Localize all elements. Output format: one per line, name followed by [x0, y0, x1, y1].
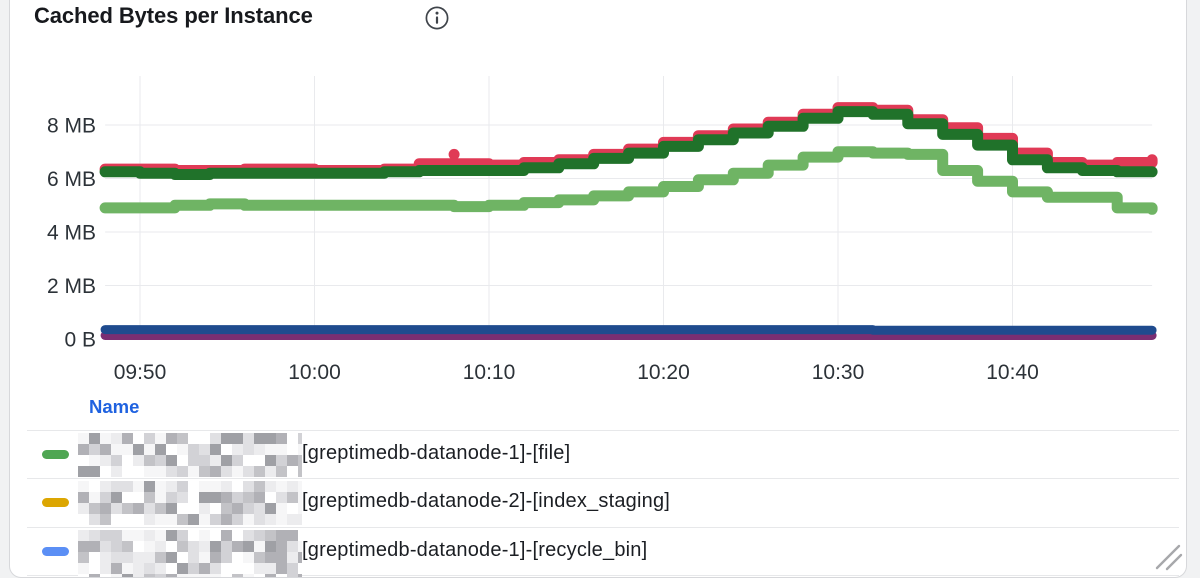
x-axis-tick-label: 10:30 — [812, 361, 865, 384]
legend-divider — [27, 478, 1179, 479]
legend-row-index-staging[interactable]: [greptimedb-datanode-2]-[index_staging] — [10, 479, 1186, 527]
series-label: [greptimedb-datanode-1]-[file] — [302, 442, 571, 464]
navy-series — [100, 325, 1157, 335]
legend-divider — [27, 575, 1179, 576]
x-axis-tick-label: 10:00 — [288, 361, 341, 384]
x-axis-tick-label: 10:20 — [637, 361, 690, 384]
y-axis-tick-label: 0 B — [64, 329, 96, 352]
redacted-text — [78, 433, 302, 477]
outlier-point — [448, 148, 460, 160]
redacted-text — [78, 530, 302, 577]
series-label: [greptimedb-datanode-1]-[recycle_bin] — [302, 539, 648, 561]
x-axis-tick-label: 10:40 — [986, 361, 1039, 384]
y-axis-tick-label: 4 MB — [47, 222, 96, 245]
light-green-series — [99, 146, 1158, 215]
info-icon[interactable] — [424, 5, 450, 31]
x-axis-tick-label: 10:10 — [463, 361, 516, 384]
chart-panel: Cached Bytes per Instance 0 B 2 MB 4 MB 6 M… — [9, 0, 1187, 578]
legend-row-file[interactable]: [greptimedb-datanode-1]-[file] — [10, 431, 1186, 478]
dark-green-series — [99, 106, 1158, 180]
legend-column-header-name[interactable]: Name — [89, 396, 140, 417]
y-axis-tick-label: 2 MB — [47, 275, 96, 298]
resize-handle[interactable] — [1150, 540, 1186, 574]
legend-row-recycle-bin[interactable]: [greptimedb-datanode-1]-[recycle_bin] — [10, 528, 1186, 577]
timeseries-chart[interactable]: 0 B 2 MB 4 MB 6 MB 8 MB 09:50 10:00 10:10 10:20 1… — [9, 0, 1187, 392]
series-color-marker[interactable] — [42, 547, 69, 556]
legend-divider — [27, 430, 1179, 431]
series-color-marker[interactable] — [42, 450, 69, 459]
legend-divider — [27, 527, 1179, 528]
redacted-text — [78, 481, 302, 525]
series-color-marker[interactable] — [42, 498, 69, 507]
panel-title: Cached Bytes per Instance — [34, 3, 313, 28]
y-axis-tick-label: 8 MB — [47, 115, 96, 138]
y-axis-tick-label: 6 MB — [47, 168, 96, 191]
series-label: [greptimedb-datanode-2]-[index_staging] — [302, 490, 671, 512]
x-axis-tick-label: 09:50 — [114, 361, 167, 384]
